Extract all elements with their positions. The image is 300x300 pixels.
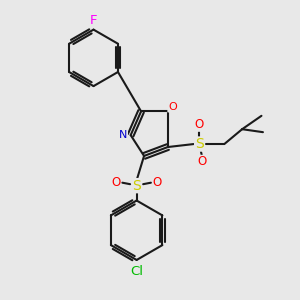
Text: O: O: [194, 118, 204, 131]
Text: S: S: [195, 137, 203, 151]
Text: O: O: [153, 176, 162, 189]
Text: Cl: Cl: [130, 265, 143, 278]
Text: N: N: [119, 130, 128, 140]
Text: S: S: [132, 179, 141, 193]
Text: O: O: [111, 176, 120, 189]
Text: O: O: [168, 102, 177, 112]
Text: O: O: [197, 155, 207, 168]
Text: F: F: [90, 14, 97, 27]
